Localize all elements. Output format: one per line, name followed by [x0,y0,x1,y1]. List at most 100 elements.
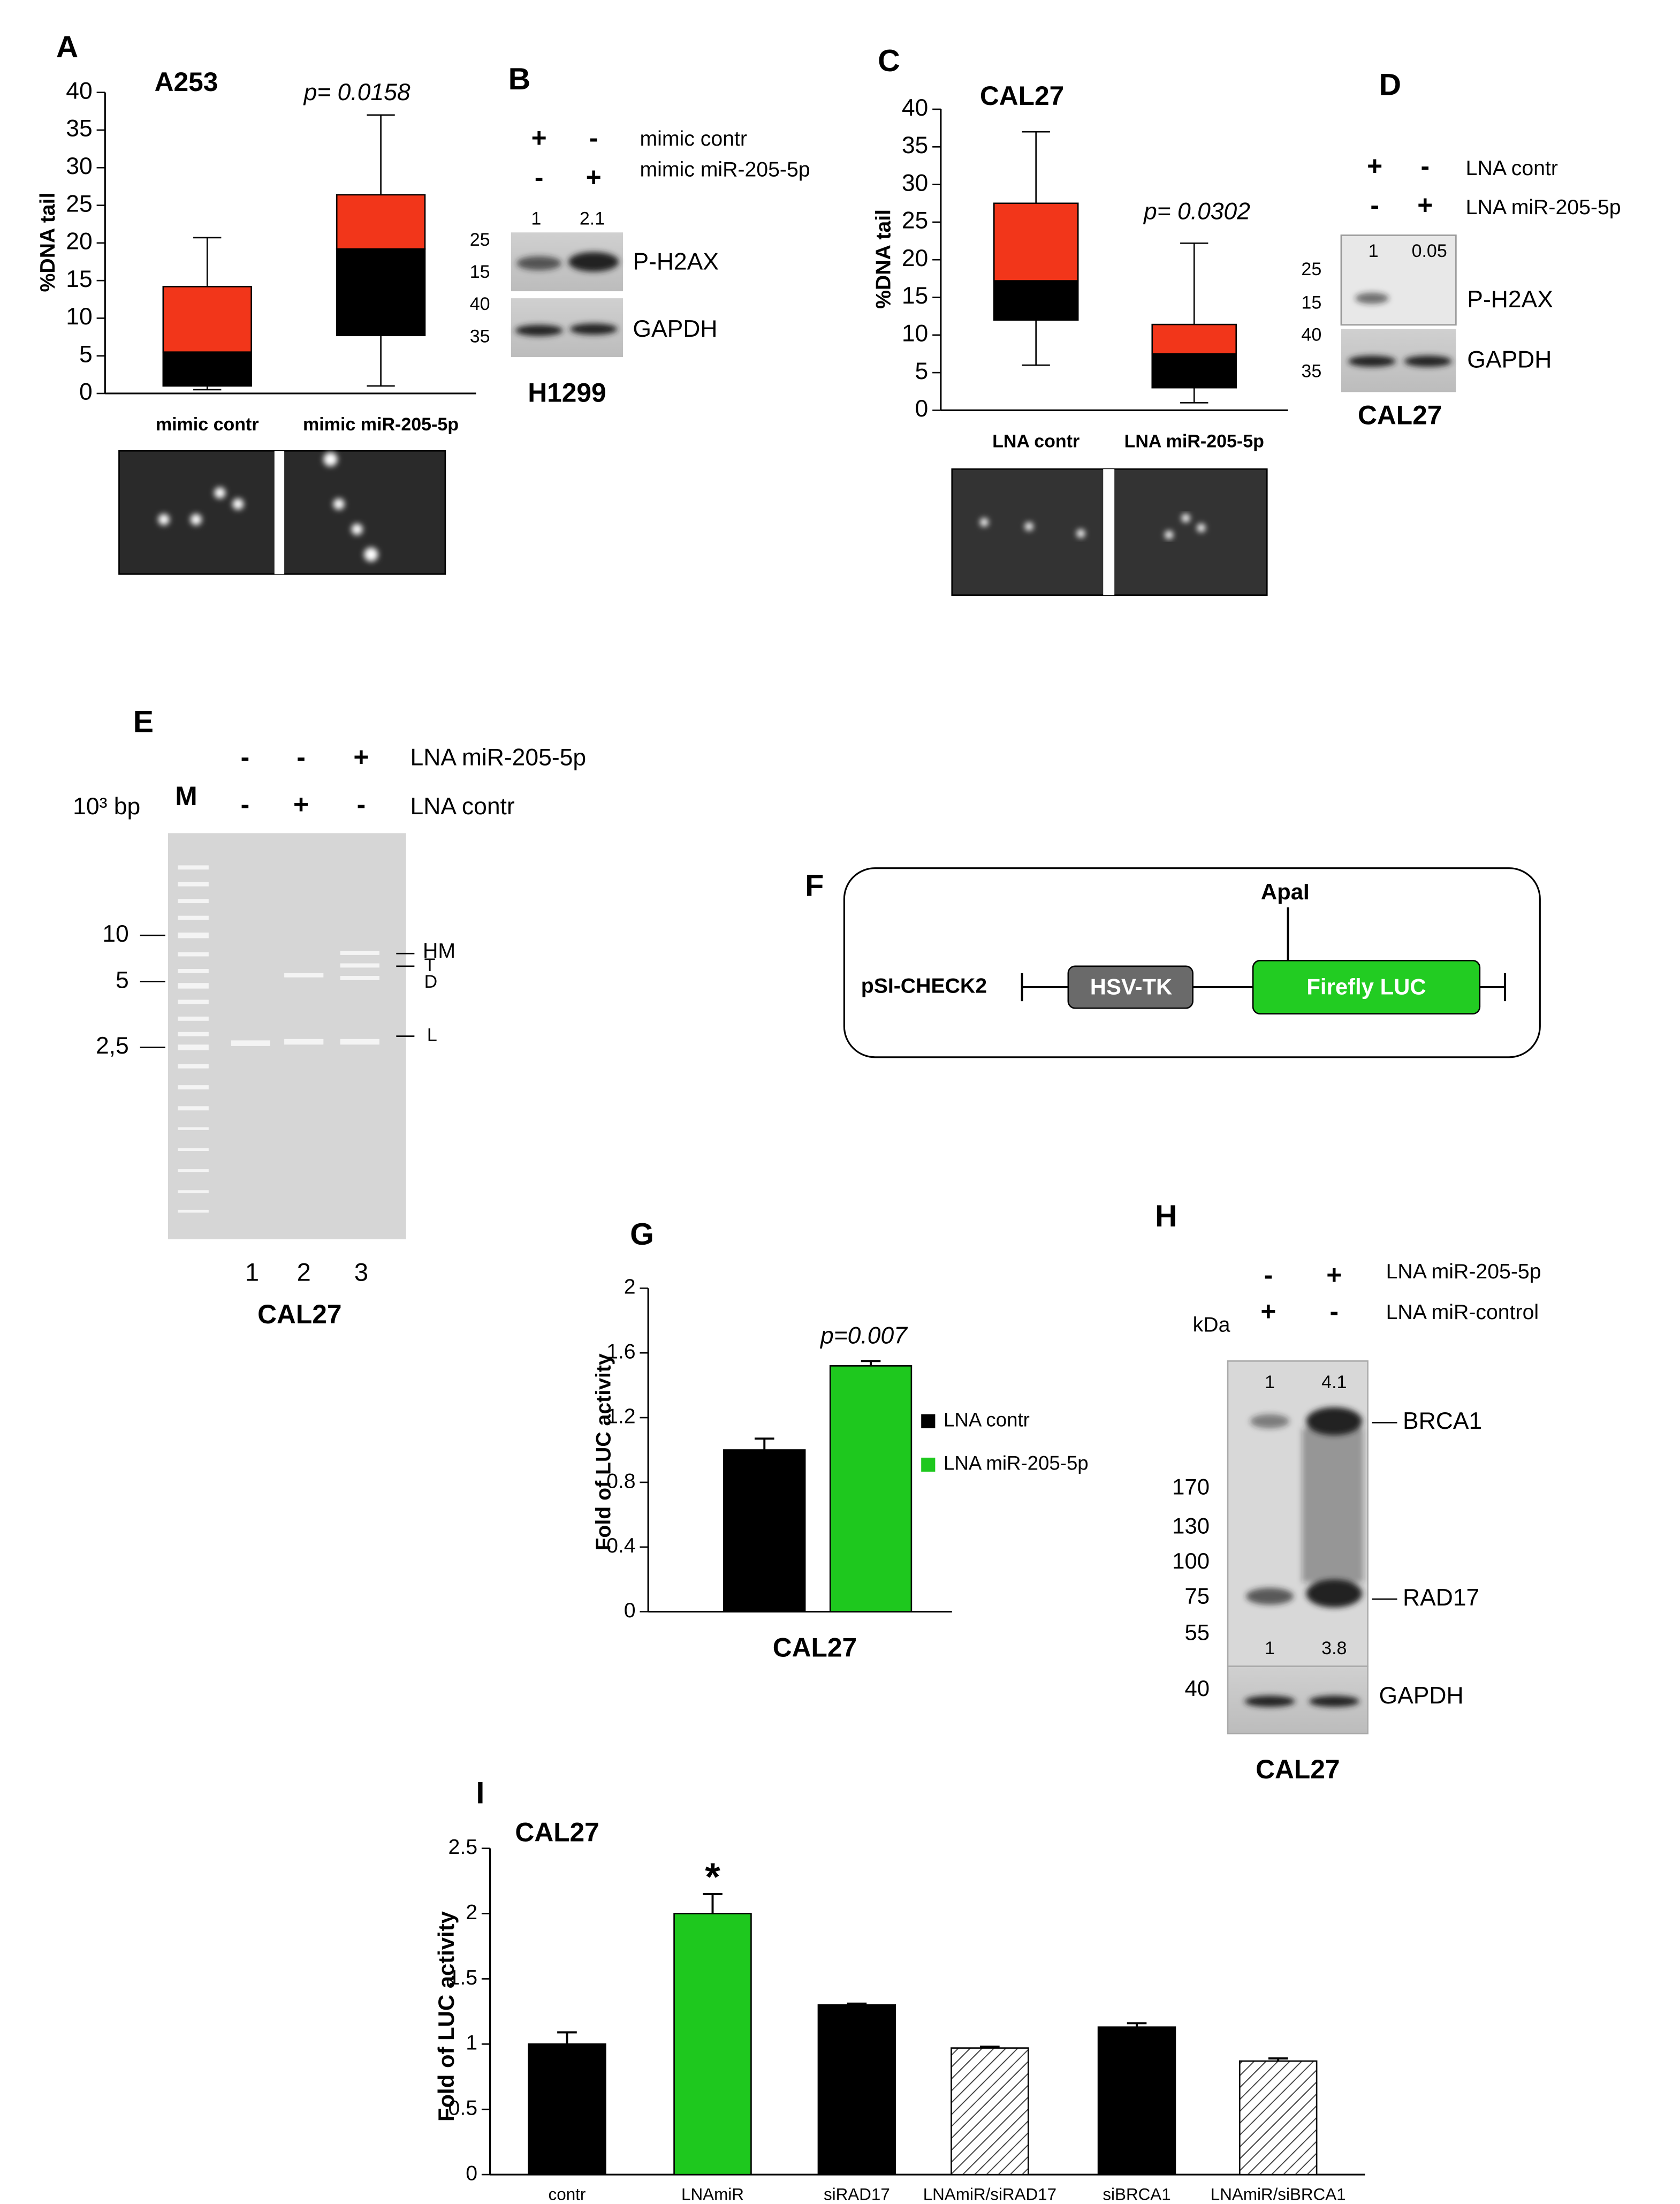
marker: 100 [1172,1548,1210,1573]
lane-number: 3 [354,1258,368,1286]
marker: 35 [470,326,490,346]
y-tick-label: 10 [66,304,92,330]
quantification: 1 [531,209,541,229]
y-axis-label: %DNA tail [36,193,59,292]
annotation: p= 0.0158 [303,79,411,105]
marker: 2,5 [96,1033,129,1059]
sign: + [531,123,547,153]
protein-label: P-H2AX [633,248,719,275]
bar [673,1913,752,2176]
band-label: T [424,955,436,975]
y-tick-label: 2 [624,1275,636,1299]
row-label: LNA miR-205-5p [1466,195,1621,219]
y-tick-label: 1.5 [448,1966,478,1989]
marker: 40 [470,294,490,314]
y-tick-label: 25 [902,208,928,234]
sign: + [1260,1297,1276,1327]
y-tick-label: 30 [66,153,92,179]
y-tick-label: 15 [66,266,92,292]
quantification: 2.1 [580,209,605,229]
panel-b: B + - - + mimic contr mimic miR-205-5p 1… [470,62,810,408]
panel-d: D + - - + LNA contr LNA miR-205-5p 1 0.0… [1301,67,1621,430]
marker: 25 [470,230,490,250]
y-tick-label: 0.4 [606,1534,636,1557]
panel-letter: D [1379,67,1402,102]
cell-line: CAL27 [257,1299,341,1329]
bar [829,1365,913,1612]
y-tick-label: 15 [902,283,928,309]
cell-line: CAL27 [1358,400,1442,430]
panel-letter: B [508,62,531,96]
chart-title: CAL27 [515,1817,599,1847]
x-tick-label: siRAD17 [824,2185,890,2204]
panel-letter: H [1155,1199,1177,1233]
protein-label: GAPDH [1379,1683,1464,1709]
x-tick-label: LNAmiR/siBRCA1 [1211,2185,1346,2204]
row-label: LNA miR-205-5p [1386,1260,1541,1283]
sign: + [1326,1260,1342,1290]
marker: 15 [1301,293,1321,313]
sign: - [357,790,366,820]
panel-letter: A [56,30,79,64]
band-label: D [424,972,438,992]
panel-e: E - - + - + - LNA miR-205-5p LNA contr 1… [73,705,586,1329]
y-tick-label: 40 [66,78,92,104]
sign: - [1421,151,1430,181]
sign: - [1370,190,1379,220]
panel-letter: F [805,869,824,903]
box-lower [1151,353,1237,389]
row-label: LNA miR-control [1386,1300,1539,1324]
unit: kDa [1193,1313,1230,1336]
site-label: ApaI [1261,879,1310,904]
quantification: 0.05 [1412,241,1447,261]
band-label: L [427,1025,437,1046]
box-upper [336,194,426,250]
x-axis-label: CAL27 [773,1632,857,1662]
y-axis-label: Fold of LUC activity [434,1911,459,2122]
chart-title: A253 [155,67,218,97]
y-axis-label: %DNA tail [872,209,895,309]
panel-letter: C [878,44,900,78]
y-tick-label: 20 [902,245,928,271]
x-tick-label: mimic contr [156,414,259,435]
reporter-label: Firefly LUC [1306,974,1426,999]
marker: 10 [102,921,128,947]
lane-number: 1 [245,1258,259,1286]
y-tick-label: 5 [79,341,93,367]
comet-image [118,450,1268,596]
bar [951,2047,1029,2176]
x-tick-label: mimic miR-205-5p [303,414,459,435]
marker: 55 [1184,1620,1210,1645]
sign: + [586,162,602,192]
marker: 25 [1301,259,1321,279]
sign: + [1367,151,1382,181]
quantification: 4.1 [1321,1372,1347,1392]
y-tick-label: 40 [902,95,928,121]
marker-lane: M [175,781,197,811]
sign: - [297,742,306,772]
marker: 40 [1301,325,1321,345]
protein-label: P-H2AX [1467,286,1553,313]
y-tick-label: 0 [915,396,929,422]
row-label: mimic contr [640,127,747,150]
promoter-label: HSV-TK [1090,974,1172,999]
y-tick-label: 0.8 [606,1469,636,1493]
legend-swatch [921,1457,936,1472]
gel-ladder [178,865,379,1213]
panel-letter: G [630,1217,654,1252]
sign: - [1330,1297,1339,1327]
box-upper [162,286,252,353]
row-label: LNA contr [411,793,515,820]
cell-line: CAL27 [1256,1754,1340,1784]
row-label: mimic miR-205-5p [640,157,810,181]
blot [1340,234,1457,326]
x-tick-label: contr [549,2185,586,2204]
box-upper [1151,323,1237,355]
y-tick-label: 1.2 [606,1404,636,1428]
sign: - [589,123,598,153]
y-tick-label: 35 [902,132,928,158]
box-lower [993,280,1079,321]
y-tick-label: 2.5 [448,1835,478,1859]
